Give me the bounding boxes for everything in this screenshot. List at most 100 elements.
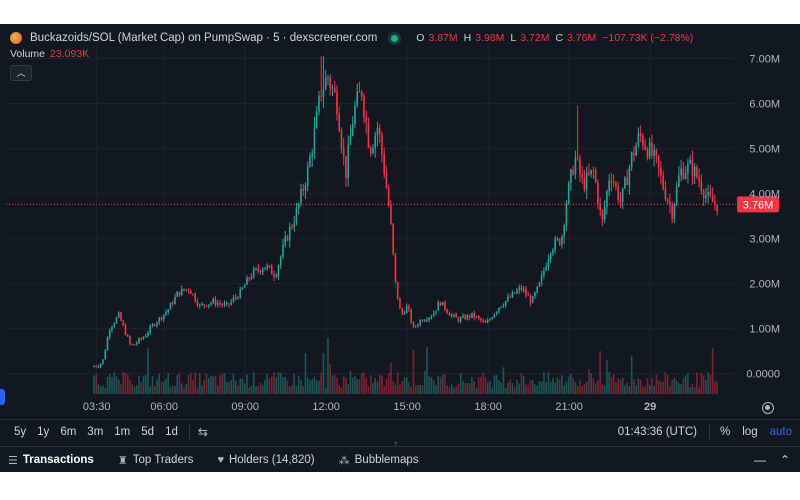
volume-label: Volume xyxy=(10,48,46,60)
calendar-range-icon[interactable]: ⇆ xyxy=(197,425,208,439)
candle-body xyxy=(133,344,136,346)
candle-body xyxy=(122,320,125,326)
bottom-tab-bar: ☰ Transactions ♜ Top Traders ♥ Holders (… xyxy=(0,446,800,472)
candle-body xyxy=(457,317,460,322)
volume-bar xyxy=(376,381,379,394)
volume-bar xyxy=(583,383,586,394)
utc-clock[interactable]: 01:43:36 (UTC) xyxy=(617,426,698,438)
candle-body xyxy=(372,147,374,154)
candle-body xyxy=(714,202,716,205)
volume-bar xyxy=(399,384,401,394)
y-tick-label: 6.00M xyxy=(749,99,780,111)
candle-body xyxy=(684,173,687,179)
candle-body xyxy=(671,205,673,219)
candle-body xyxy=(612,182,615,184)
tab-holders[interactable]: ♥ Holders (14,820) xyxy=(217,454,314,466)
panel-controls: — ⌃ xyxy=(754,453,790,467)
range-1d-button[interactable]: 1d xyxy=(165,426,178,438)
candle-body xyxy=(486,320,489,323)
volume-bar xyxy=(207,377,210,394)
volume-bar xyxy=(336,377,338,394)
candle-body xyxy=(491,317,493,319)
volume-bar xyxy=(324,387,327,394)
candle-body xyxy=(518,287,520,291)
volume-bar xyxy=(102,385,104,394)
volume-bar xyxy=(174,386,176,394)
volume-bar xyxy=(529,380,532,394)
candle-body xyxy=(302,189,305,191)
candle-body xyxy=(374,135,377,148)
minimize-icon[interactable]: — xyxy=(753,453,766,467)
candle-body xyxy=(468,315,471,318)
volume-bar xyxy=(700,372,703,394)
volume-bar xyxy=(288,386,291,394)
volume-bar xyxy=(349,371,352,394)
range-5y-button[interactable]: 5y xyxy=(14,426,27,438)
volume-bar xyxy=(162,381,165,394)
volume-bar xyxy=(520,373,523,394)
candle-body xyxy=(520,287,523,290)
log-scale-toggle[interactable]: log xyxy=(742,426,758,438)
price-chart[interactable]: 3.76M 7.00M 6.00M 5.00M 4.00M 3.00M 2.00M 1.00M… xyxy=(0,24,800,419)
candle-body xyxy=(482,320,484,322)
tab-bubblemaps[interactable]: ⁂ Bubblemaps xyxy=(339,454,419,467)
percent-scale-toggle[interactable]: % xyxy=(720,426,731,438)
candle-body xyxy=(507,296,509,301)
candle-body xyxy=(230,301,233,305)
candle-body xyxy=(617,186,619,201)
candle-body xyxy=(192,293,194,295)
x-tick-label: 29 xyxy=(644,401,656,413)
candle-body xyxy=(592,169,595,171)
candle-body xyxy=(365,116,368,122)
range-6m-button[interactable]: 6m xyxy=(60,426,77,438)
volume-bar xyxy=(142,376,145,394)
candle-body xyxy=(228,303,230,305)
candle-body xyxy=(383,153,386,174)
range-3m-button[interactable]: 3m xyxy=(87,426,104,438)
volume-bar xyxy=(428,376,430,394)
expand-icon[interactable]: ⌃ xyxy=(779,453,790,467)
resize-handle-icon[interactable]: ↕ xyxy=(393,437,399,451)
range-5d-button[interactable]: 5d xyxy=(141,426,155,438)
gear-icon[interactable] xyxy=(762,402,774,414)
volume-bar xyxy=(158,373,161,394)
candle-body xyxy=(333,87,336,92)
volume-legend: Volume 23.093K xyxy=(10,48,89,60)
volume-bar xyxy=(333,375,336,394)
candle-body xyxy=(243,284,246,288)
candle-body xyxy=(489,318,491,321)
candle-body xyxy=(702,191,705,199)
volume-bar xyxy=(219,375,221,394)
volume-bar xyxy=(673,377,676,394)
collapse-legend-button[interactable]: ︿ xyxy=(10,65,32,81)
volume-bar xyxy=(342,376,345,394)
tab-top-traders-label: Top Traders xyxy=(132,454,194,466)
candle-body xyxy=(261,269,264,273)
candle-body xyxy=(257,268,260,271)
volume-bar xyxy=(426,347,428,394)
volume-bar xyxy=(556,377,559,394)
range-1m-button[interactable]: 1m xyxy=(114,426,131,438)
volume-bar xyxy=(367,386,370,394)
volume-bar xyxy=(412,349,415,394)
volume-bar xyxy=(122,372,125,394)
ohlc-close-key: C xyxy=(555,32,564,44)
candle-body xyxy=(495,311,498,315)
candle-body xyxy=(277,265,280,276)
candle-body xyxy=(563,225,565,237)
volume-bar xyxy=(340,387,343,394)
volume-bar xyxy=(230,379,233,394)
volume-bar xyxy=(574,382,577,394)
candle-body xyxy=(291,226,293,228)
tab-transactions[interactable]: ☰ Transactions xyxy=(8,454,94,467)
left-edge-marker[interactable] xyxy=(0,389,5,405)
range-1y-button[interactable]: 1y xyxy=(37,426,50,438)
volume-bar xyxy=(374,378,377,394)
ohlc-open-key: O xyxy=(416,32,425,44)
candle-body xyxy=(135,342,138,345)
auto-scale-toggle[interactable]: auto xyxy=(769,426,792,438)
tab-top-traders[interactable]: ♜ Top Traders xyxy=(118,454,194,467)
candle-body xyxy=(120,312,122,321)
volume-bar xyxy=(684,375,687,394)
candlestick-chart-svg[interactable]: 3.76M 7.00M 6.00M 5.00M 4.00M 3.00M 2.00M 1.00M… xyxy=(0,24,800,419)
